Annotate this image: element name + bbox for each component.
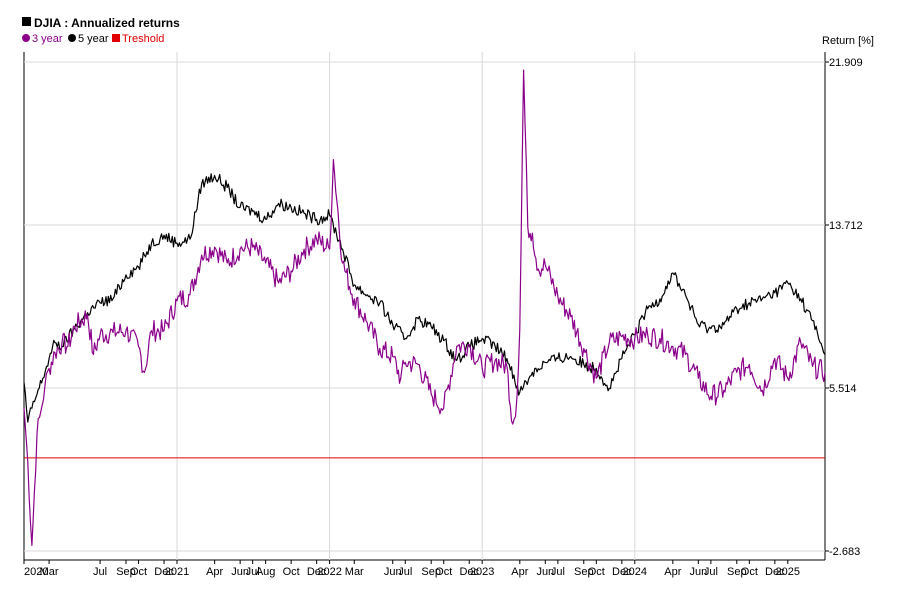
x-tick-label-30: Jul [704, 566, 718, 578]
x-tick-label-5: Dec [154, 566, 174, 578]
x-tick-label-7: Apr [206, 566, 223, 578]
x-tick-label-2: Jul [93, 566, 107, 578]
series-line-3-year [23, 69, 826, 546]
x-tick-label-31: Sep [727, 566, 747, 578]
x-tick-label-1: Mar [40, 566, 59, 578]
y-tick-label-0: 21.909 [829, 57, 863, 69]
x-tick-label-32: Oct [741, 566, 758, 578]
y-tick-label-1: 13.712 [829, 220, 863, 232]
x-tick-label-27: 2024 [623, 566, 647, 578]
x-tick-label-6: 2021 [165, 566, 189, 578]
x-tick-label-33: Dec [765, 566, 785, 578]
legend-marker-5-year [68, 34, 76, 42]
x-tick-label-14: Mar [345, 566, 364, 578]
y-tick-label-3: -2.683 [829, 546, 860, 558]
x-tick-label-9: Jul [246, 566, 260, 578]
x-tick-label-34: 2025 [776, 566, 800, 578]
x-tick-label-8: Jun [231, 566, 249, 578]
x-tick-label-24: Sep [574, 566, 594, 578]
y-axis-label: Return [%] [822, 35, 874, 47]
x-tick-label-10: Aug [256, 566, 276, 578]
x-tick-label-16: Jul [398, 566, 412, 578]
legend-marker-threshold [112, 34, 120, 42]
x-tick-label-25: Oct [588, 566, 605, 578]
x-tick-label-0: 2020 [24, 566, 48, 578]
x-tick-label-21: Apr [511, 566, 528, 578]
series-group [23, 69, 826, 546]
x-tick-label-22: Jun [536, 566, 554, 578]
series-line-5-year [23, 173, 826, 423]
grid [24, 52, 825, 560]
legend-label-threshold: Treshold [122, 33, 164, 45]
chart-title: DJIA : Annualized returns [34, 16, 180, 30]
y-tick-label-2: 5.514 [829, 383, 857, 395]
x-tick-label-3: Sep [116, 566, 136, 578]
x-tick-label-26: Dec [612, 566, 632, 578]
x-tick-label-15: Jun [384, 566, 402, 578]
x-tick-label-20: 2023 [470, 566, 494, 578]
x-tick-label-19: Dec [459, 566, 479, 578]
x-tick-label-29: Jun [689, 566, 707, 578]
x-tick-label-18: Oct [435, 566, 452, 578]
x-tick-label-11: Oct [283, 566, 300, 578]
x-tick-label-23: Jul [551, 566, 565, 578]
x-tick-label-4: Oct [130, 566, 147, 578]
x-tick-label-13: 2022 [317, 566, 341, 578]
legend-marker-3-year [22, 34, 30, 42]
x-tick-label-12: Dec [307, 566, 327, 578]
legend-label-3-year: 3 year [32, 33, 63, 45]
legend-label-5-year: 5 year [78, 33, 109, 45]
legend: 3 year 5 year Treshold [22, 33, 164, 45]
title-marker [22, 17, 31, 26]
y-axis-ticks: 21.909 13.712 5.514 -2.683 [825, 57, 863, 558]
x-tick-label-28: Apr [664, 566, 681, 578]
x-tick-label-17: Sep [421, 566, 441, 578]
